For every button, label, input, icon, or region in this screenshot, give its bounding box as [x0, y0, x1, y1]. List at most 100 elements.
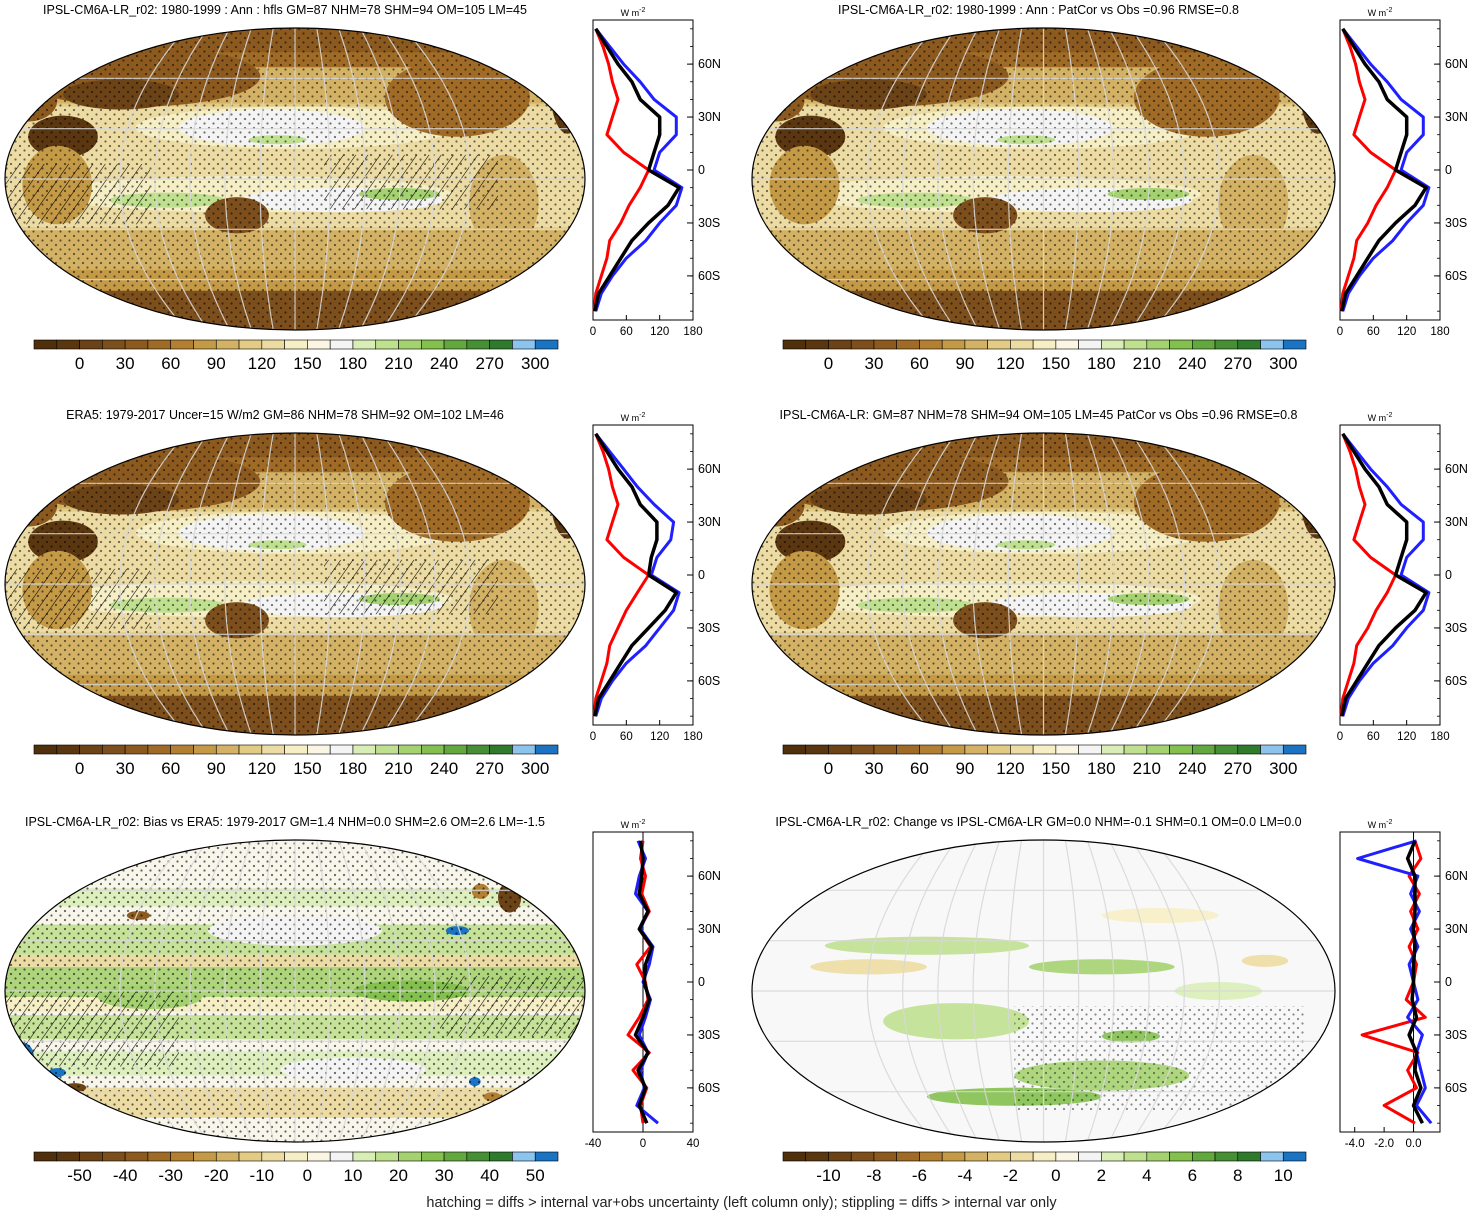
- lat-profile-0: W m-2 60N 30N 0 30S 60S 0 60 120 180: [590, 7, 721, 338]
- colorbar-swatch: [352, 339, 377, 350]
- colorbar-label: 120: [996, 759, 1024, 778]
- panel-title: IPSL-CM6A-LR_r02: 1980-1999 : Ann : hfls…: [43, 3, 527, 17]
- colorbar-swatch: [375, 744, 399, 755]
- colorbar-swatch: [1032, 1151, 1057, 1162]
- colorbar-swatch: [466, 1151, 490, 1162]
- colorbar-swatch: [782, 339, 807, 350]
- lat-ytick: 30N: [698, 922, 721, 936]
- panel-title: IPSL-CM6A-LR_r02: 1980-1999 : Ann : PatC…: [838, 3, 1239, 17]
- colorbar-label: -4: [957, 1166, 972, 1185]
- colorbar-label: 10: [343, 1166, 362, 1185]
- colorbar-swatch: [828, 1151, 852, 1162]
- colorbar-swatch: [56, 1151, 80, 1162]
- colorbar-swatch: [79, 1151, 103, 1162]
- colorbar-label: 300: [1269, 354, 1297, 373]
- lat-profile-unit: W m-2: [1368, 412, 1393, 423]
- lat-ytick: 60N: [1445, 57, 1468, 71]
- colorbar-label: -10: [816, 1166, 841, 1185]
- colorbar-swatch: [512, 744, 536, 755]
- lat-xtick: 180: [683, 326, 702, 338]
- lat-profile-line-black: [592, 27, 681, 312]
- colorbar-swatch: [284, 1151, 308, 1162]
- colorbar-swatch: [102, 744, 126, 755]
- colorbar-3: 0 30 60 90 120 150 180 210 240 270 300: [782, 744, 1307, 778]
- lat-ytick: 0: [1445, 568, 1452, 582]
- lat-profile-1: W m-2 60N 30N 0 30S 60S 0 60 120 180: [1337, 7, 1468, 338]
- colorbar-label: 150: [293, 354, 321, 373]
- colorbar-swatch: [398, 339, 422, 350]
- lat-ytick: 30N: [698, 515, 721, 529]
- lat-ytick: 0: [698, 568, 705, 582]
- colorbar-swatch: [1260, 744, 1284, 755]
- colorbar-swatch: [1146, 1151, 1170, 1162]
- lat-profile-3: W m-2 60N 30N 0 30S 60S 0 60 120 180: [1337, 412, 1468, 743]
- colorbar-swatch: [307, 339, 331, 350]
- lat-ytick: 0: [1445, 975, 1452, 989]
- lat-profile-line-black: [633, 840, 654, 1124]
- colorbar-swatch: [193, 339, 217, 350]
- colorbar-swatch: [329, 339, 354, 350]
- colorbar-swatch: [33, 744, 58, 755]
- colorbar-swatch: [375, 1151, 399, 1162]
- colorbar-swatch: [102, 1151, 126, 1162]
- colorbar-label: 0: [303, 1166, 312, 1185]
- lat-xtick: 0: [640, 1138, 646, 1150]
- colorbar-swatch: [805, 339, 829, 350]
- colorbar-label: 10: [1274, 1166, 1293, 1185]
- lat-profile-unit: W m-2: [1368, 819, 1393, 830]
- colorbar-swatch: [534, 744, 559, 755]
- lat-xtick: 0: [1337, 731, 1343, 743]
- colorbar-swatch: [215, 1151, 240, 1162]
- colorbar-swatch: [1282, 1151, 1307, 1162]
- colorbar-swatch: [147, 339, 171, 350]
- lat-ytick: 30N: [1445, 922, 1468, 936]
- colorbar-swatch: [896, 1151, 920, 1162]
- colorbar-label: 120: [996, 354, 1024, 373]
- lat-ytick: 60N: [698, 869, 721, 883]
- colorbar-label: 180: [339, 759, 367, 778]
- colorbar-label: 300: [521, 759, 549, 778]
- lat-ytick: 30N: [1445, 515, 1468, 529]
- colorbar-swatch: [352, 744, 377, 755]
- lat-xtick: 60: [620, 326, 633, 338]
- lat-xtick: -2.0: [1374, 1138, 1394, 1150]
- colorbar-swatch: [170, 744, 194, 755]
- panel-title: IPSL-CM6A-LR_r02: Change vs IPSL-CM6A-LR…: [775, 815, 1301, 829]
- colorbar-0: 0 30 60 90 120 150 180 210 240 270 300: [33, 339, 559, 373]
- colorbar-5: -10 -8 -6 -4 -2 0 2 4 6 8 10: [782, 1151, 1307, 1185]
- colorbar-label: -40: [113, 1166, 138, 1185]
- colorbar-label: 60: [161, 354, 180, 373]
- lat-profile-unit: W m-2: [621, 819, 646, 830]
- colorbar-swatch: [443, 339, 468, 350]
- colorbar-swatch: [1146, 339, 1170, 350]
- colorbar-swatch: [1169, 744, 1193, 755]
- colorbar-swatch: [398, 744, 422, 755]
- colorbar-label: 30: [116, 354, 135, 373]
- colorbar-swatch: [238, 744, 263, 755]
- lat-xtick: 0: [1337, 326, 1343, 338]
- colorbar-swatch: [193, 1151, 217, 1162]
- lat-ytick: 60N: [698, 57, 721, 71]
- colorbar-swatch: [782, 1151, 807, 1162]
- colorbar-swatch: [805, 744, 829, 755]
- colorbar-label: 180: [1087, 759, 1115, 778]
- colorbar-swatch: [1192, 1151, 1216, 1162]
- colorbar-swatch: [987, 339, 1011, 350]
- colorbar-label: 8: [1233, 1166, 1242, 1185]
- colorbar-swatch: [1101, 744, 1125, 755]
- colorbar-swatch: [56, 744, 80, 755]
- colorbar-swatch: [850, 339, 875, 350]
- colorbar-label: 270: [475, 354, 503, 373]
- colorbar-swatch: [170, 339, 194, 350]
- colorbar-swatch: [941, 339, 966, 350]
- colorbar-label: 150: [293, 759, 321, 778]
- colorbar-label: 270: [475, 759, 503, 778]
- colorbar-label: 60: [910, 759, 929, 778]
- colorbar-swatch: [828, 744, 852, 755]
- colorbar-swatch: [329, 1151, 354, 1162]
- colorbar-label: 90: [207, 354, 226, 373]
- colorbar-swatch: [261, 744, 285, 755]
- lat-ytick: 60S: [698, 1081, 720, 1095]
- colorbar-swatch: [1214, 744, 1239, 755]
- colorbar-label: 90: [207, 759, 226, 778]
